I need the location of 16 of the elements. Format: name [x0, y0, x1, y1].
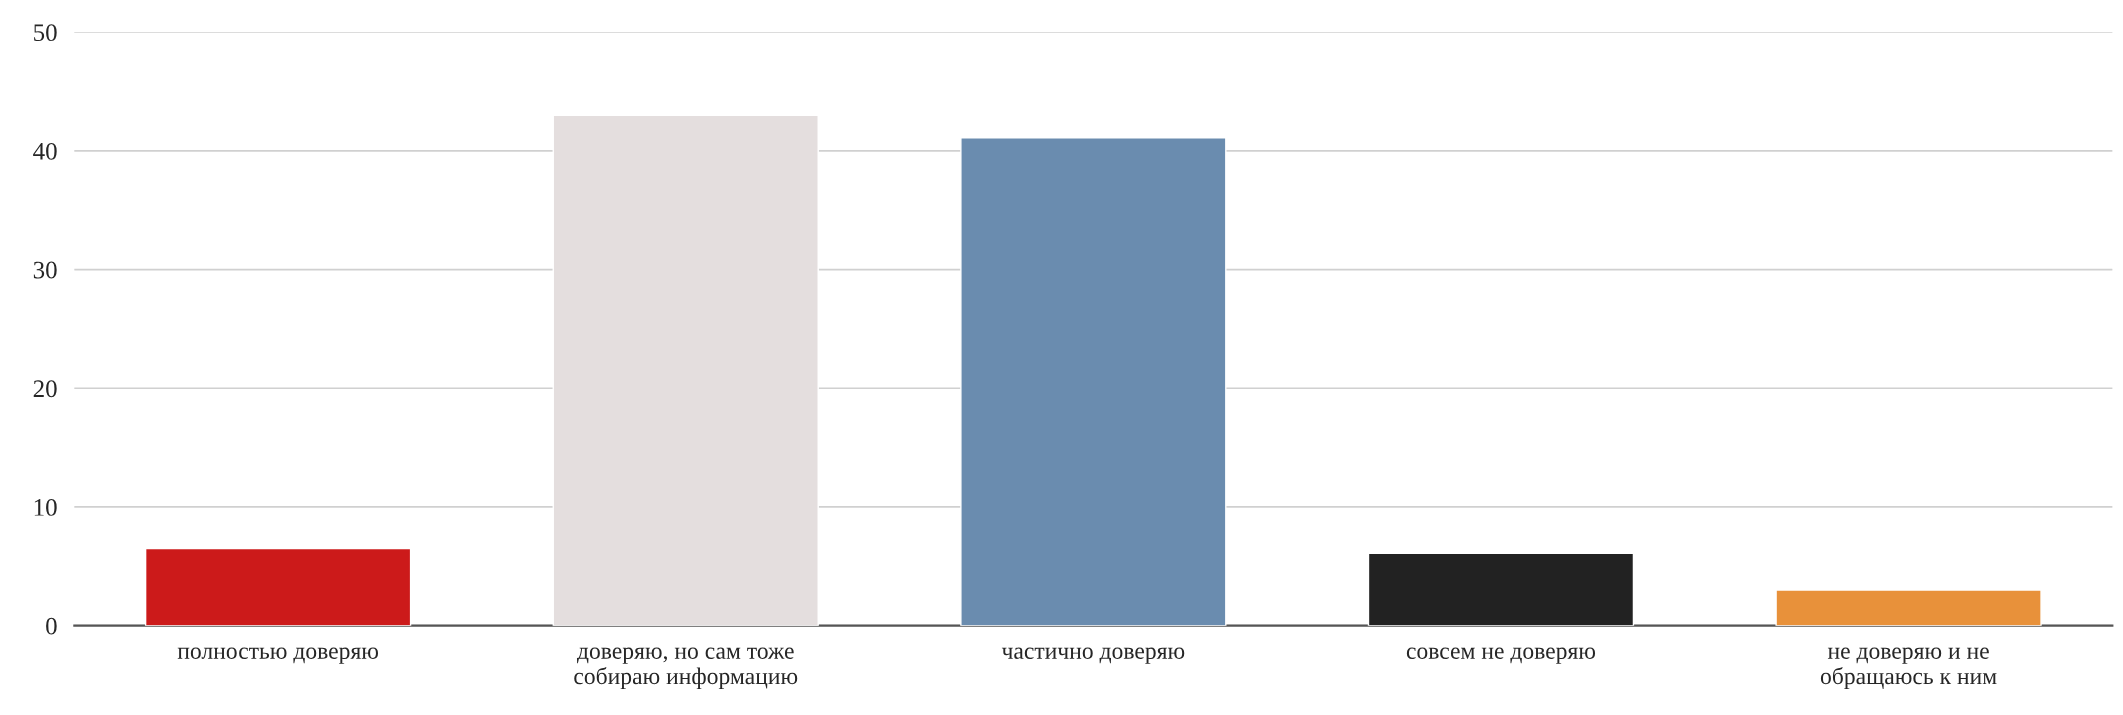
x-tick-label: доверяю, но сам тоже собираю информацию [574, 647, 798, 690]
y-tick-label: 30 [33, 261, 57, 279]
x-tick-label: полностью доверяю [177, 647, 379, 664]
x-tick-label: совсем не доверяю [1406, 647, 1596, 664]
y-tick-label: 0 [46, 617, 57, 635]
y-tick-label: 50 [34, 24, 57, 42]
bar [960, 137, 1227, 626]
y-tick-label: 40 [33, 142, 57, 160]
bar [1775, 589, 2042, 626]
y-tick-label: 10 [34, 498, 57, 516]
bar [144, 547, 412, 626]
bar [1367, 552, 1635, 626]
x-tick-label: не доверяю и не обращаюсь к ним [1820, 647, 1997, 690]
y-tick-label: 20 [33, 380, 57, 398]
bar [552, 114, 819, 626]
x-tick-label: частично доверяю [1001, 647, 1185, 664]
